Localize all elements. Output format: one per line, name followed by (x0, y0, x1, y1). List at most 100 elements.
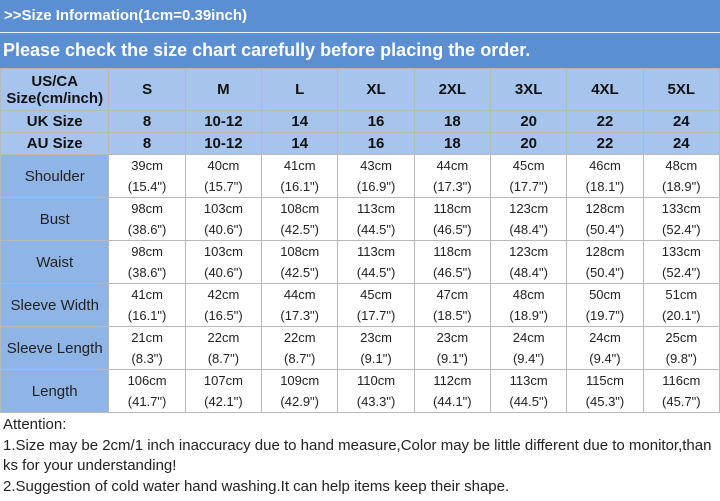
inch-value: (38.6") (127, 222, 167, 237)
cm-value: 46cm (589, 158, 621, 173)
cm-value: 45cm (512, 158, 545, 173)
inch-value: (16.5") (204, 308, 243, 323)
size-cell: 24 (642, 110, 720, 133)
inch-value: (44.5") (509, 394, 548, 409)
data-cell: 24cm (9.4") (566, 326, 644, 370)
cm-value: 128cm (585, 244, 625, 259)
cm-value: 40cm (207, 158, 240, 173)
size-cell: 18 (413, 110, 492, 133)
data-cell: 40cm (15.7") (184, 154, 263, 198)
cm-value: 39cm (131, 158, 163, 173)
inch-value: (46.5") (433, 265, 472, 280)
inch-value: (44.5") (356, 265, 396, 280)
inch-value: (8.7") (207, 351, 240, 366)
inch-value: (42.9") (280, 394, 319, 409)
inch-value: (45.7") (662, 394, 701, 409)
data-cell: 46cm (18.1") (566, 154, 644, 198)
size-table: US/CA Size(cm/inch) S M L XL 2XL 3XL 4XL 5XL UK S… (0, 68, 720, 413)
data-cell: 133cm (52.4") (642, 240, 720, 284)
size-cell: 22 (566, 110, 644, 133)
measure-row: Sleeve Length 21cm (8.3") 22cm (8.7") 22cm (8.… (0, 326, 720, 370)
size-cell: 8 (108, 110, 186, 133)
cm-value: 98cm (131, 244, 163, 259)
data-cell: 109cm (42.9") (261, 369, 339, 413)
inch-value: (48.4") (509, 222, 548, 237)
size-cell: 16 (337, 110, 415, 133)
data-cell: 103cm (40.6") (184, 197, 263, 241)
measure-row: Bust 98cm (38.6") 103cm (40.6") 108cm (42.5") 1… (0, 197, 720, 241)
size-cell: XL (337, 68, 415, 111)
cm-value: 41cm (131, 287, 163, 302)
inch-value: (42.5") (280, 265, 319, 280)
inch-value: (9.1") (436, 351, 469, 366)
inch-value: (9.8") (665, 351, 697, 366)
size-cell: 2XL (413, 68, 492, 111)
inch-value: (44.1") (433, 394, 472, 409)
inch-value: (41.7") (127, 394, 167, 409)
cm-value: 24cm (589, 330, 621, 345)
measure-row: Waist 98cm (38.6") 103cm (40.6") 108cm (42.5")… (0, 240, 720, 284)
row-label: Waist (0, 240, 110, 284)
cm-value: 22cm (283, 330, 316, 345)
data-cell: 128cm (50.4") (566, 240, 644, 284)
inch-value: (46.5") (433, 222, 472, 237)
size-cell: 8 (108, 132, 186, 155)
cm-value: 45cm (360, 287, 392, 302)
inch-value: (52.4") (662, 222, 701, 237)
cm-value: 23cm (436, 330, 469, 345)
cm-value: 43cm (360, 158, 392, 173)
data-cell: 25cm (9.8") (642, 326, 720, 370)
size-cell: 16 (337, 132, 415, 155)
size-row: AU Size 8 10-12 14 16 18 20 22 24 (0, 132, 720, 155)
data-cell: 113cm (44.5") (337, 197, 415, 241)
row-label: Shoulder (0, 154, 110, 198)
size-cell: M (184, 68, 263, 111)
cm-value: 48cm (512, 287, 545, 302)
data-cell: 118cm (46.5") (413, 240, 492, 284)
cm-value: 103cm (203, 244, 243, 259)
size-cell: 14 (261, 132, 339, 155)
size-cell: 24 (642, 132, 720, 155)
data-cell: 133cm (52.4") (642, 197, 720, 241)
inch-value: (16.9") (356, 179, 396, 194)
size-cell: S (108, 68, 186, 111)
cm-value: 25cm (665, 330, 698, 345)
cm-value: 98cm (131, 201, 163, 216)
data-cell: 108cm (42.5") (261, 240, 339, 284)
size-cell: 10-12 (184, 110, 263, 133)
inch-value: (18.9") (509, 308, 548, 323)
data-cell: 107cm (42.1") (184, 369, 263, 413)
inch-value: (42.5") (280, 222, 319, 237)
cm-value: 42cm (207, 287, 240, 302)
data-cell: 23cm (9.1") (413, 326, 492, 370)
cm-value: 123cm (509, 244, 549, 259)
inch-value: (8.3") (131, 351, 163, 366)
cm-value: 115cm (585, 373, 624, 388)
cm-value: 51cm (665, 287, 698, 302)
inch-value: (43.3") (356, 394, 396, 409)
data-cell: 43cm (16.9") (337, 154, 415, 198)
inch-value: (17.7") (356, 308, 396, 323)
row-label: Sleeve Length (0, 326, 110, 370)
data-cell: 128cm (50.4") (566, 197, 644, 241)
row-label: UK Size (0, 110, 110, 133)
size-cell: 20 (489, 110, 568, 133)
cm-value: 112cm (433, 373, 472, 388)
data-cell: 116cm (45.7") (642, 369, 720, 413)
inch-value: (9.4") (589, 351, 621, 366)
size-row: UK Size 8 10-12 14 16 18 20 22 24 (0, 110, 720, 133)
inch-value: (17.3") (280, 308, 319, 323)
inch-value: (17.7") (509, 179, 548, 194)
measure-row: Shoulder 39cm (15.4") 40cm (15.7") 41cm (16.1"… (0, 154, 720, 198)
data-cell: 108cm (42.5") (261, 197, 339, 241)
data-cell: 106cm (41.7") (108, 369, 186, 413)
inch-value: (15.7") (204, 179, 243, 194)
cm-value: 22cm (207, 330, 240, 345)
inch-value: (44.5") (356, 222, 396, 237)
header: >>Size Information(1cm=0.39inch) Please … (0, 0, 720, 68)
cm-value: 113cm (509, 373, 548, 388)
data-cell: 24cm (9.4") (489, 326, 568, 370)
cm-value: 113cm (357, 201, 396, 216)
inch-value: (40.6") (204, 265, 243, 280)
